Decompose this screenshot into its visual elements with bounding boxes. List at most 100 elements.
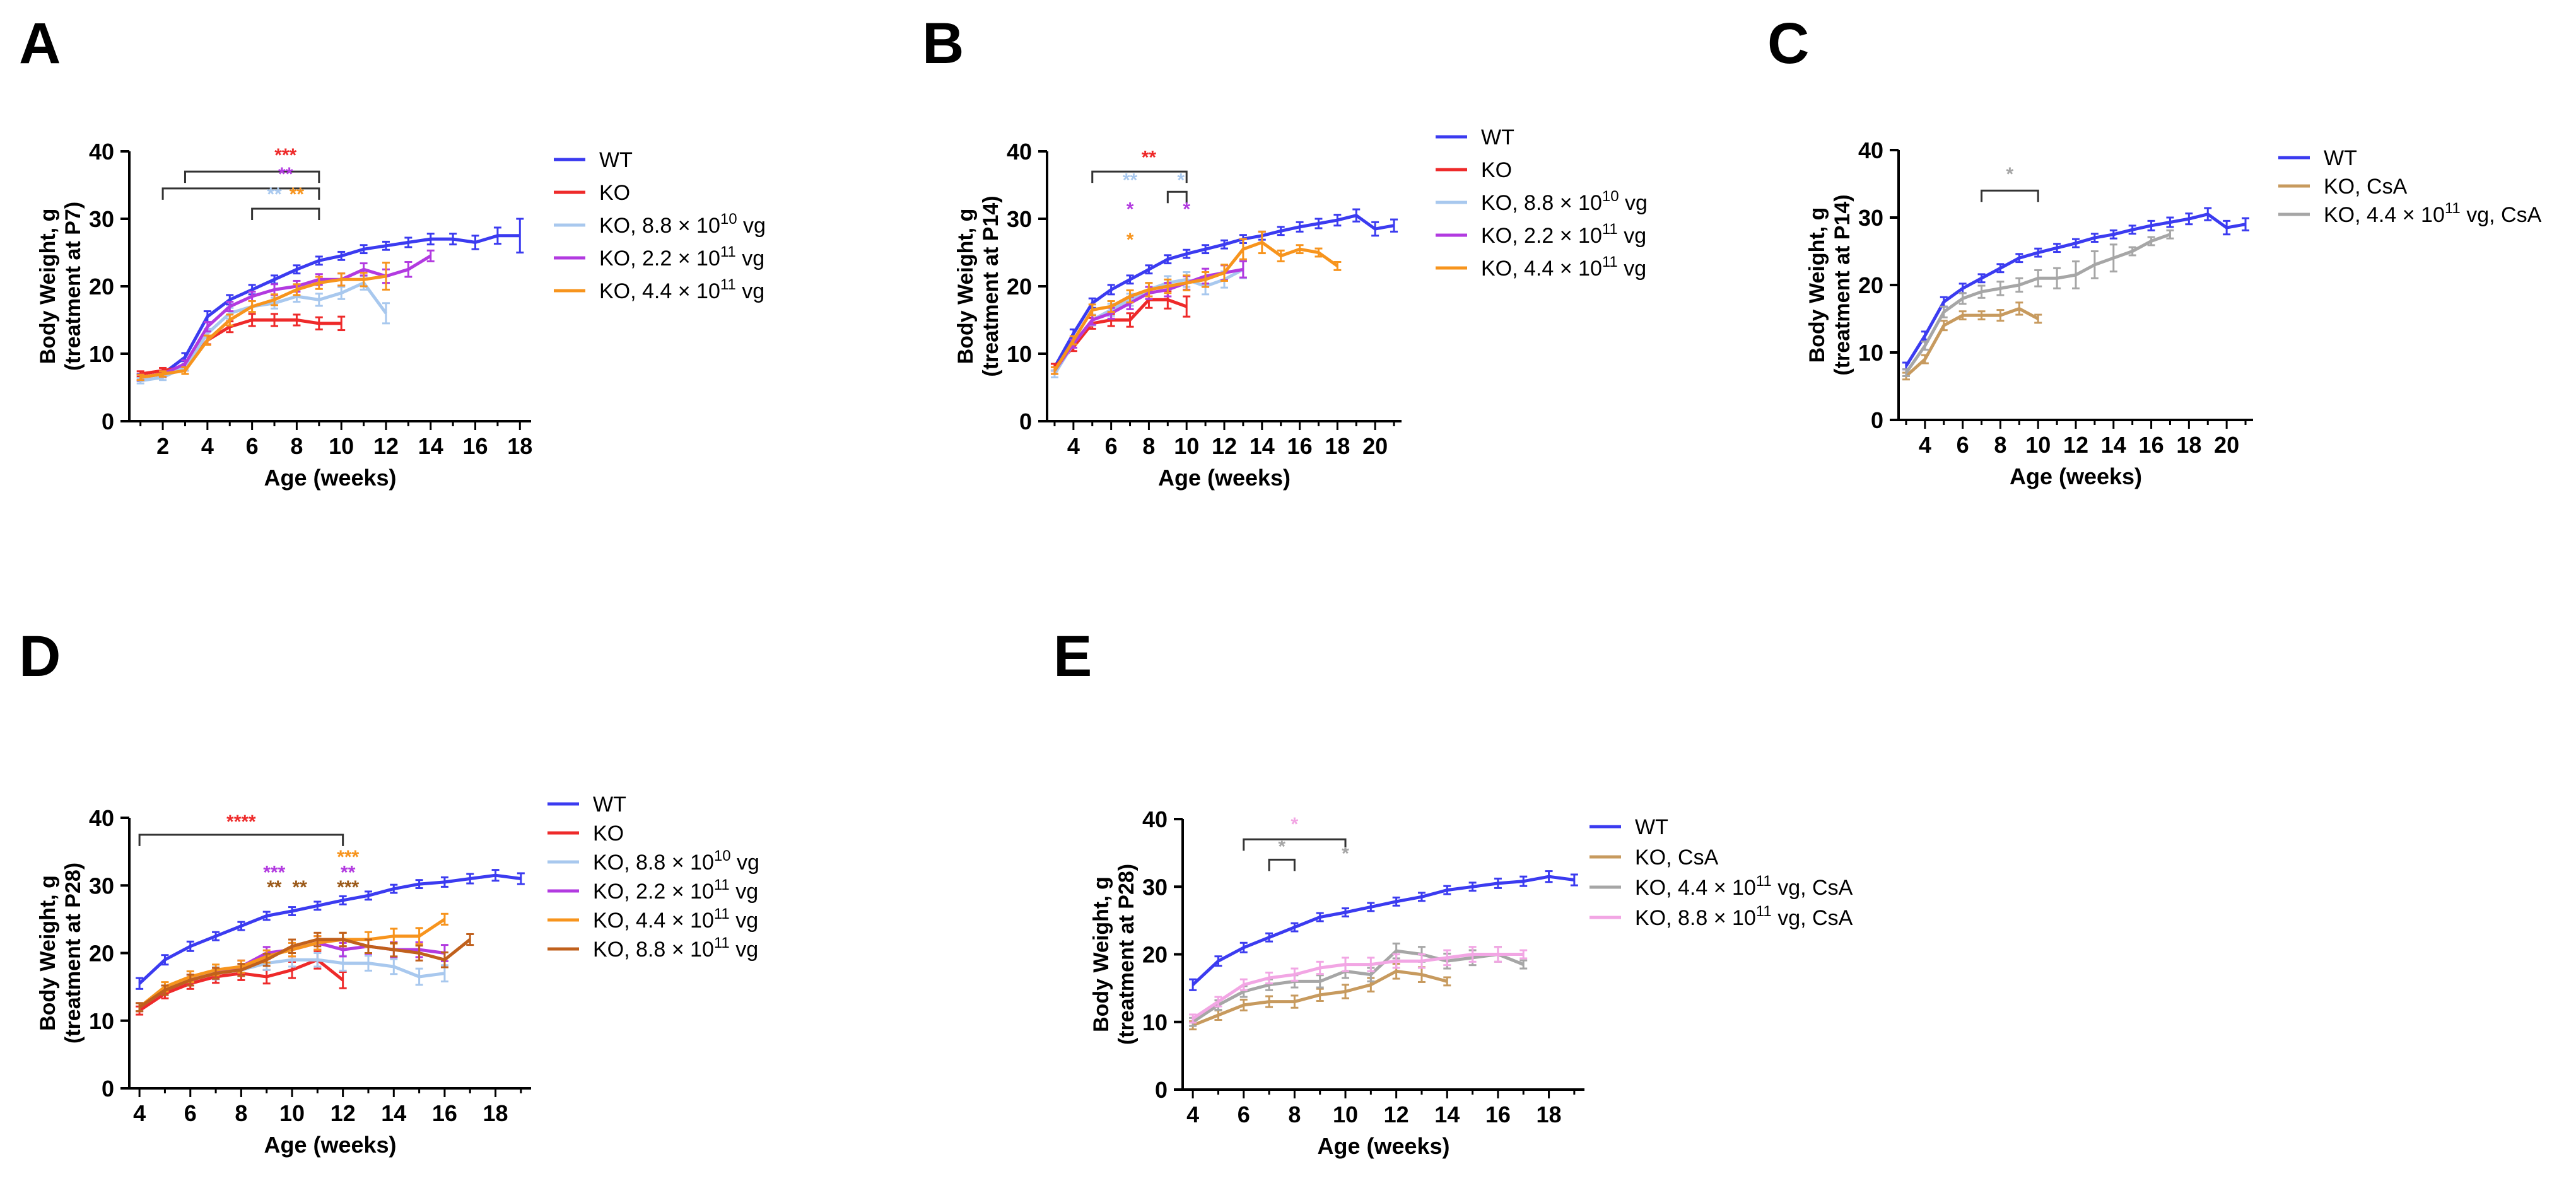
x-tick-label: 14: [1434, 1102, 1460, 1127]
y-axis-label: Body Weight, g(treatment at P28): [36, 863, 85, 1044]
series-line: [1904, 212, 2246, 367]
legend-label: KO, 8.8 × 1011 vg: [593, 934, 758, 962]
x-tick-label: 10: [1333, 1102, 1358, 1127]
series-ko88csa: [1189, 946, 1528, 1024]
x-tick-label: 16: [2139, 432, 2164, 458]
legend-label-text: KO, 2.2 × 10: [593, 880, 714, 904]
significance-stars: *: [1278, 837, 1285, 858]
legend-label-text: vg: [730, 909, 758, 933]
significance-bracket: [138, 834, 344, 846]
series-line: [1053, 240, 1338, 372]
significance-stars: ****: [226, 812, 256, 832]
series-wt: [136, 869, 525, 990]
legend-label-text: vg: [730, 938, 758, 962]
legend-label-text: vg, CsA: [2461, 203, 2542, 227]
significance-stars: **: [1123, 170, 1138, 191]
series-line: [1191, 949, 1525, 1023]
legend-label-exponent: 11: [714, 934, 730, 951]
y-axis-label: Body Weight, g(treatment at P28): [1089, 864, 1139, 1045]
y-tick-label: 20: [1858, 272, 1883, 298]
x-tick-label: 6: [1105, 433, 1118, 459]
significance-stars: *: [1127, 199, 1134, 220]
y-axis-label-line-1: Body Weight, g: [1089, 876, 1113, 1032]
legend-label-exponent: 11: [1756, 873, 1772, 890]
x-tick-label: 14: [1250, 433, 1275, 459]
series-line: [1053, 214, 1395, 368]
legend-label-text: KO, 8.8 × 10: [599, 214, 720, 238]
significance-bracket: [1981, 189, 2039, 202]
series-wt: [1189, 870, 1578, 991]
series-line: [1191, 875, 1575, 986]
y-axis-label-line-2: (treatment at P14): [1830, 194, 1854, 375]
panel-letter: C: [1767, 11, 1809, 76]
significance-stars: **: [341, 863, 356, 883]
significance-bracket: [1243, 838, 1347, 851]
significance-stars: **: [1142, 147, 1157, 168]
y-tick-label: 10: [1858, 340, 1883, 366]
significance-bracket: [1091, 170, 1188, 183]
x-tick-label: 12: [373, 433, 399, 459]
y-axis-label: Body Weight, g(treatment at P14): [1805, 194, 1854, 375]
legend-label: KO, 4.4 × 1011 vg: [1481, 253, 1646, 281]
x-tick-label: 14: [381, 1100, 406, 1126]
x-tick-label: 12: [1212, 433, 1237, 459]
series-ko44csa: [1902, 229, 2174, 377]
significance-stars: **: [278, 164, 293, 185]
x-tick-label: 4: [1067, 433, 1080, 459]
series-line: [140, 254, 432, 379]
significance-stars: ***: [263, 863, 285, 883]
legend-label-exponent: 11: [714, 876, 730, 893]
significance-stars: *: [1342, 843, 1349, 864]
x-tick-label: 8: [1142, 433, 1155, 459]
legend-label-text: vg: [1618, 257, 1646, 281]
y-tick-label: 30: [1007, 206, 1032, 232]
legend-label: KO, 2.2 × 1011 vg: [599, 243, 764, 271]
y-axis-label-line-1: Body Weight, g: [954, 209, 978, 364]
significance-stars: *: [2006, 164, 2014, 185]
y-tick-label: 40: [1007, 139, 1032, 165]
y-tick-label: 0: [102, 409, 114, 434]
significance-bracket: [251, 207, 320, 220]
x-tick-label: 6: [184, 1100, 197, 1126]
legend-label-exponent: 10: [714, 847, 731, 864]
y-tick-label: 40: [89, 805, 114, 831]
series-ko44e11: [1050, 230, 1342, 375]
legend-label-text: KO, 8.8 × 10: [1481, 191, 1602, 215]
legend-label-exponent: 11: [720, 276, 736, 293]
y-axis-label-line-1: Body Weight, g: [1805, 207, 1829, 363]
legend-label-text: KO, 8.8 × 10: [1635, 906, 1756, 930]
x-axis-label: Age (weeks): [1158, 465, 1291, 491]
x-tick-label: 8: [235, 1100, 247, 1126]
x-tick-label: 18: [483, 1100, 508, 1126]
series-ko88e10: [1050, 259, 1247, 378]
legend-label: KO, 8.8 × 1011 vg, CsA: [1635, 903, 1853, 930]
series-line: [138, 873, 522, 985]
x-tick-label: 4: [133, 1100, 146, 1126]
series-wt: [1902, 207, 2250, 371]
y-tick-label: 10: [1142, 1009, 1168, 1035]
significance-stars: **: [292, 877, 307, 898]
legend-label: KO, 8.8 × 1010 vg: [599, 211, 766, 238]
legend-label-exponent: 11: [1602, 221, 1618, 238]
y-axis-label-line-2: (treatment at P28): [1115, 864, 1139, 1045]
legend-label-text: KO, 4.4 × 10: [1635, 876, 1756, 900]
y-tick-label: 10: [89, 1008, 114, 1034]
significance-stars: *: [1127, 230, 1134, 250]
chart-panel-d: D 0 10 20 30 40 4 6 8 10 12 14 16 18 Age (weeks) Body W…: [19, 624, 759, 1158]
legend-label-exponent: 11: [2445, 200, 2461, 217]
legend-label: KO, 8.8 × 1010 vg: [593, 847, 759, 875]
legend-label: KO, CsA: [1635, 846, 1719, 870]
legend-label: WT: [593, 793, 626, 817]
significance-stars: **: [267, 184, 282, 205]
panel-letter: E: [1053, 624, 1092, 689]
significance-bracket: [1166, 190, 1188, 204]
series-line: [1191, 953, 1524, 1020]
series-line: [140, 318, 342, 376]
x-tick-label: 10: [1174, 433, 1199, 459]
series-line: [140, 281, 388, 383]
legend-label: KO, 4.4 × 1011 vg: [593, 905, 758, 933]
y-tick-label: 30: [1142, 874, 1168, 900]
x-tick-label: 20: [1362, 433, 1388, 459]
